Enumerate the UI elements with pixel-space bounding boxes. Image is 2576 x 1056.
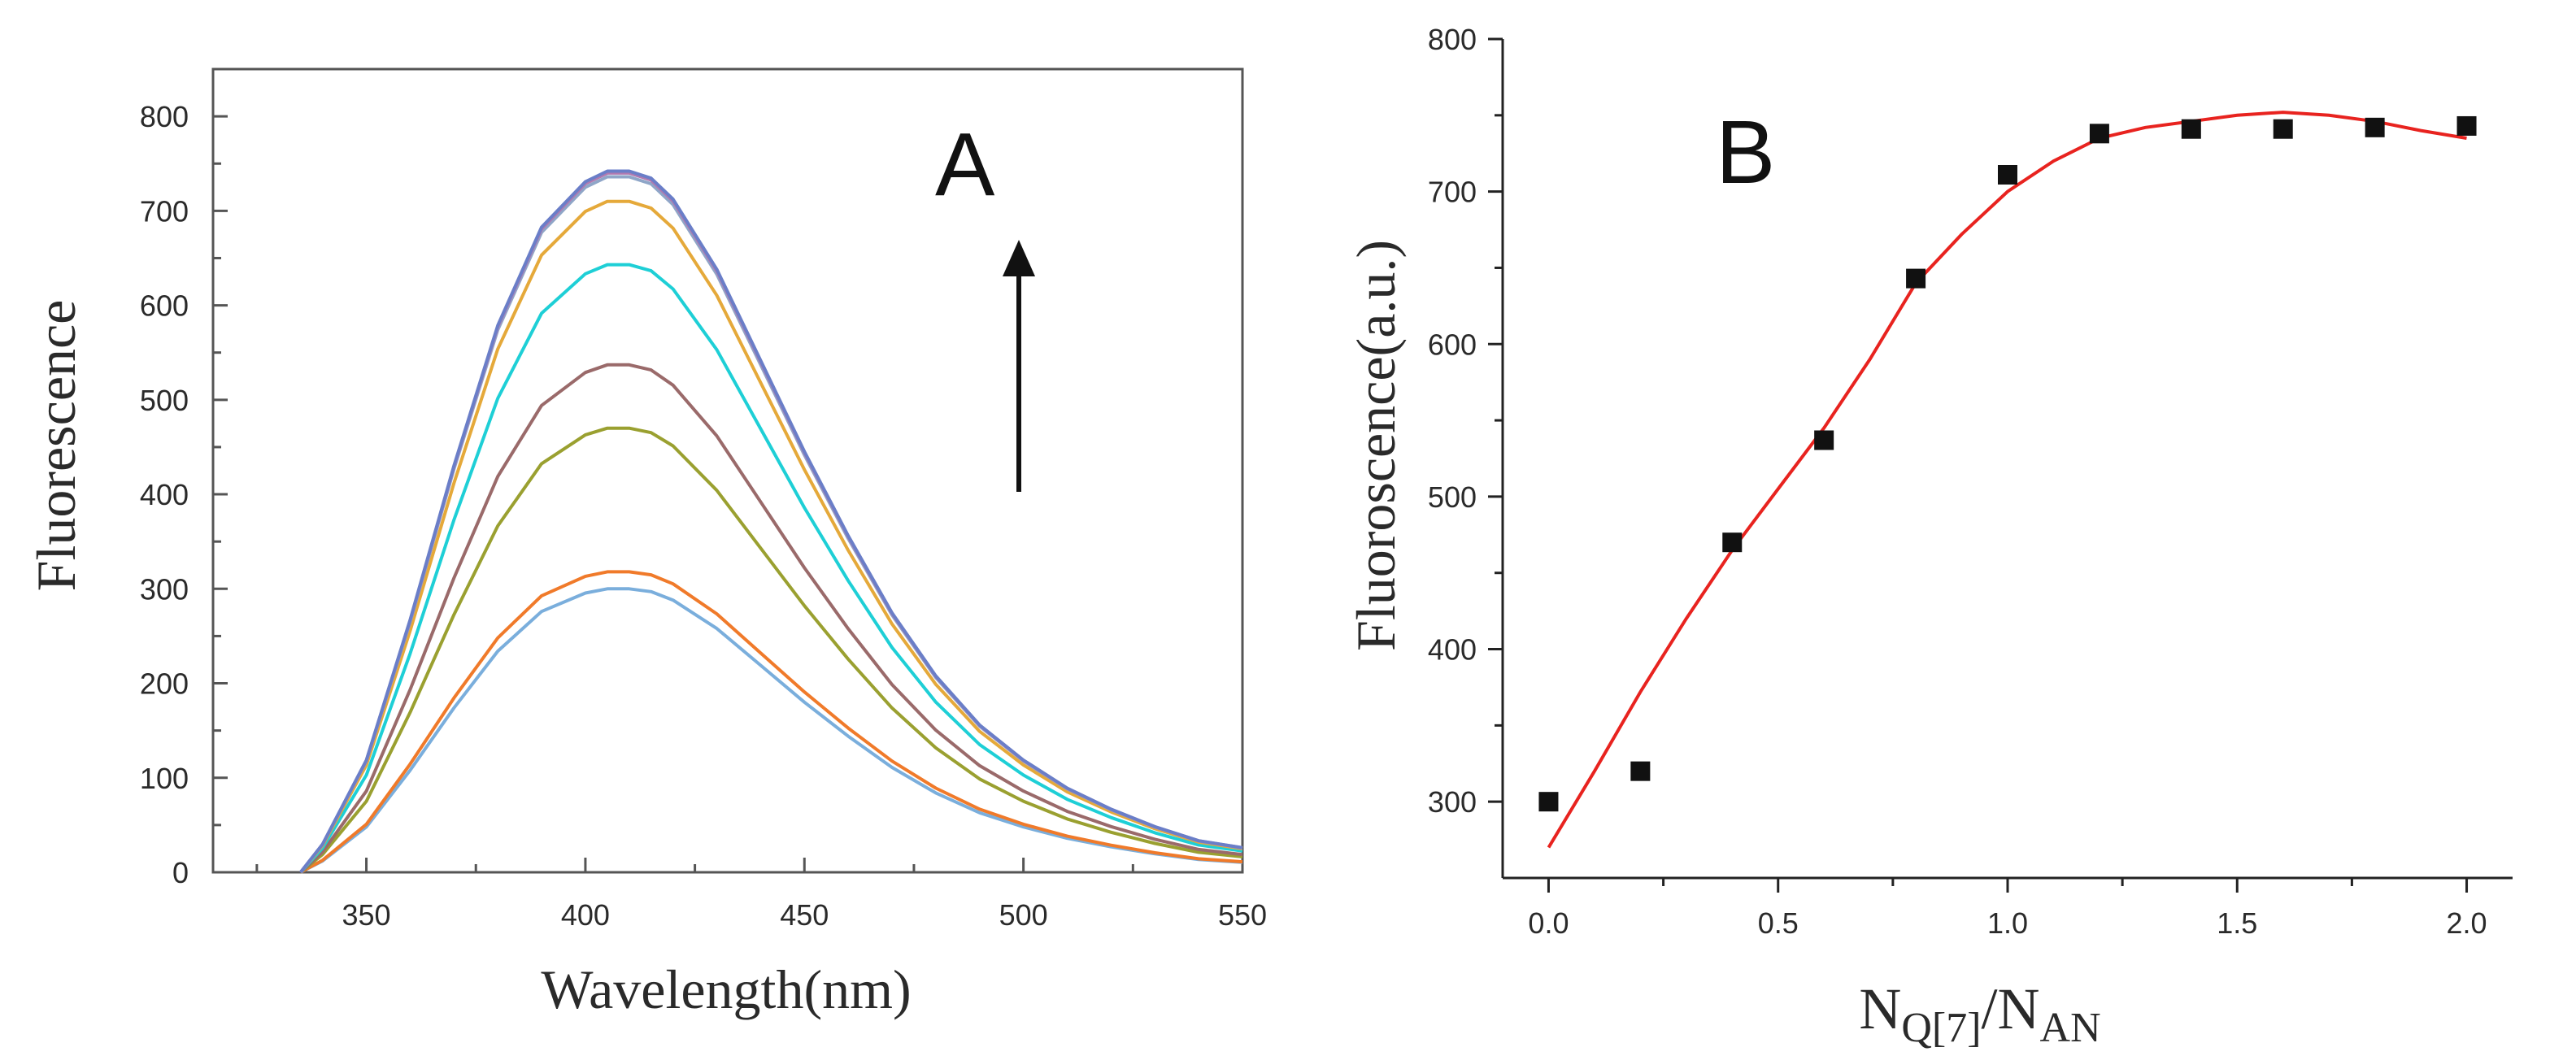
panel-a-y-tick-label: 200 xyxy=(140,667,189,701)
panel-b-y-ticks: 300 400 500 600 700 800 xyxy=(1428,23,1503,819)
panel-a-y-tick-label: 400 xyxy=(140,478,189,511)
panel-b-x-ticks: 0.0 0.5 1.0 1.5 2.0 xyxy=(1528,878,2487,940)
panel-a-curves xyxy=(299,169,1243,874)
panel-b-x-tick-label: 2.0 xyxy=(2447,906,2487,940)
panel-a-y-ticks: 0 100 200 300 400 500 600 700 800 xyxy=(140,100,228,889)
panel-b-data-point xyxy=(2365,117,2385,137)
panel-a-x-ticks: 350 400 450 500 550 xyxy=(255,858,1267,932)
panel-b-y-tick-label: 500 xyxy=(1428,480,1477,514)
panel-b-label: B xyxy=(1716,102,1775,202)
panel-a-series-2-line xyxy=(299,570,1243,874)
panel-b-data-point xyxy=(1906,268,1926,289)
panel-a-series-6-line xyxy=(299,199,1243,874)
panel-a-y-axis-title: Fluorescence xyxy=(25,300,87,592)
panel-b-data-point xyxy=(1630,761,1651,781)
panel-a-x-tick-label: 450 xyxy=(780,898,829,932)
panel-a-y-tick-label: 700 xyxy=(140,194,189,228)
panel-a-series-9-line xyxy=(299,169,1243,874)
panel-b-x-tick-label: 0.5 xyxy=(1758,906,1799,940)
panel-b-data-point xyxy=(1722,532,1743,553)
panel-b-data-point xyxy=(1998,164,2017,185)
panel-b-y-tick-label: 600 xyxy=(1428,328,1477,361)
panel-b-data-point xyxy=(2089,124,2109,144)
panel-a-y-tick-label: 500 xyxy=(140,384,189,417)
panel-b-y-tick-label: 300 xyxy=(1428,785,1477,819)
panel-b-fit-curve xyxy=(1547,111,2467,849)
panel-b-data-point xyxy=(2181,119,2201,139)
panel-b-y-tick-label: 800 xyxy=(1428,23,1477,56)
panel-b-y-axis-title: Fluoroscence(a.u.) xyxy=(1345,240,1407,651)
panel-b-x-axis-title: NQ[7]/NAN xyxy=(1859,976,2100,1051)
panel-a-y-tick-label: 300 xyxy=(140,572,189,606)
panel-b-data-points xyxy=(1538,115,2477,812)
panel-a-y-tick-label: 800 xyxy=(140,100,189,133)
panel-a-y-tick-label: 600 xyxy=(140,289,189,323)
panel-b-data-point xyxy=(2456,115,2477,136)
panel-b-x-tick-label: 1.0 xyxy=(1987,906,2028,940)
panel-a: 0 100 200 300 400 500 600 700 800 350 400 450 500 55… xyxy=(25,67,1267,1020)
panel-a-label: A xyxy=(935,115,995,215)
panel-b-data-point xyxy=(2273,119,2293,139)
panel-a-series-4-line xyxy=(299,363,1243,874)
panel-a-arrow xyxy=(1003,240,1035,492)
panel-b-y-tick-label: 400 xyxy=(1428,633,1477,667)
panel-a-series-1-line xyxy=(299,587,1243,874)
panel-a-y-tick-label: 100 xyxy=(140,762,189,795)
panel-b: 300 400 500 600 700 800 0.0 0.5 1.0 1.5 2.0 B NQ[… xyxy=(1345,23,2513,1051)
panel-a-x-tick-label: 400 xyxy=(561,898,610,932)
panel-b-x-tick-label: 1.5 xyxy=(2217,906,2257,940)
panel-a-y-tick-label: 0 xyxy=(172,856,189,889)
panel-b-axes xyxy=(1501,39,2513,880)
panel-a-plot-frame xyxy=(211,67,1244,874)
panel-a-x-tick-label: 500 xyxy=(999,898,1048,932)
panel-b-y-tick-label: 700 xyxy=(1428,176,1477,209)
panel-a-x-axis-title: Wavelength(nm) xyxy=(541,958,911,1020)
panel-a-series-5-line xyxy=(299,263,1243,874)
panel-b-data-point xyxy=(1814,430,1834,450)
panel-b-x-tick-label: 0.0 xyxy=(1528,906,1569,940)
panel-a-x-tick-label: 550 xyxy=(1218,898,1267,932)
panel-a-series-3-line xyxy=(299,426,1243,874)
panel-b-data-point xyxy=(1538,792,1559,812)
panel-a-x-tick-label: 350 xyxy=(342,898,391,932)
